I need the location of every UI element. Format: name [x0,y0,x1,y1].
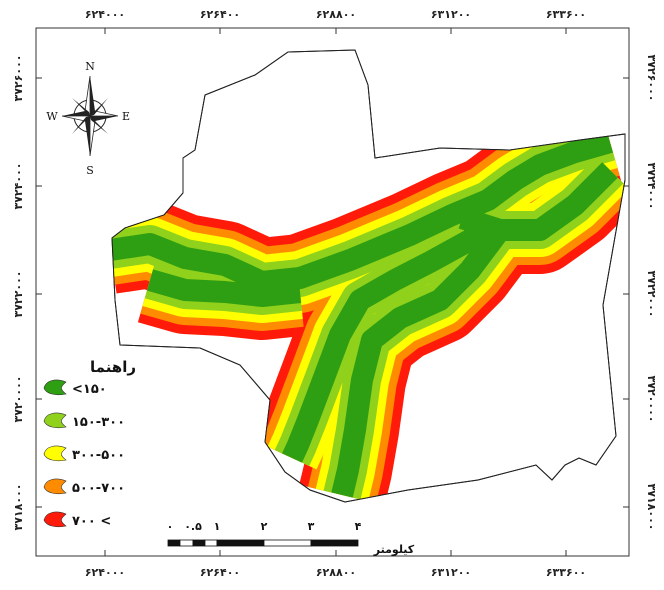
y-tick-right-4: ۳۷۲۰۰۰۰ [645,376,658,423]
y-tick-left-5: ۳۷۱۸۰۰۰ [12,484,25,531]
x-tick-bottom-5: ۶۳۳۶۰۰ [546,566,586,579]
legend-items: <۱۵۰ ۱۵۰-۳۰۰ ۳۰۰-۵۰۰ ۵۰۰-۷۰۰ ۷۰۰ < [43,379,125,529]
y-tick-right-2: ۳۷۲۴۰۰۰ [645,163,658,210]
buffer-band-5-road-5 [458,162,618,241]
x-tick-top-5: ۶۳۳۶۰۰ [546,8,586,21]
legend-swatch-3 [43,445,67,462]
buffer-band-5-road-2 [282,216,496,463]
scale-label-0-5: ۰.۵ [184,520,202,533]
scale-bar-segments [167,539,359,547]
y-axis-left-labels: ۳۷۲۶۰۰۰ ۳۷۲۴۰۰۰ ۳۷۲۲۰۰۰ ۳۷۲۰۰۰۰ ۳۷۱۸۰۰۰ [12,55,25,531]
y-tick-left-2: ۳۷۲۴۰۰۰ [12,163,25,210]
x-axis-top-labels: ۶۲۴۰۰۰ ۶۲۶۴۰۰ ۶۲۸۸۰۰ ۶۳۱۲۰۰ ۶۳۳۶۰۰ [85,8,586,21]
road-buffer-zones [112,99,625,502]
legend-title: راهنما [90,358,136,376]
scale-unit: کیلومتر [373,543,415,556]
y-axis-right-labels: ۳۷۲۶۰۰۰ ۳۷۲۴۰۰۰ ۳۷۲۲۰۰۰ ۳۷۲۰۰۰۰ ۳۷۱۸۰۰۰ [645,55,658,531]
legend-swatch-4 [43,478,67,495]
scale-label-1: ۱ [214,520,221,533]
buffer-band-5-road-4 [146,269,302,307]
x-tick-top-3: ۶۲۸۸۰۰ [316,8,356,21]
scale-label-3: ۳ [308,520,315,533]
y-tick-right-5: ۳۷۱۸۰۰۰ [645,484,658,531]
x-axis-bottom-labels: ۶۲۴۰۰۰ ۶۲۶۴۰۰ ۶۲۸۸۰۰ ۶۳۱۲۰۰ ۶۳۳۶۰۰ [85,566,586,579]
legend: راهنما <۱۵۰ ۱۵۰-۳۰۰ ۳۰۰-۵۰۰ ۵۰۰-۷۰۰ ۷۰۰ < [43,358,136,529]
legend-label-5: ۷۰۰ < [72,514,111,529]
buffer-band-5-road-1 [112,131,614,293]
x-tick-bottom-2: ۶۲۶۴۰۰ [200,566,240,579]
x-tick-bottom-3: ۶۲۸۸۰۰ [316,566,356,579]
legend-label-2: ۱۵۰-۳۰۰ [72,415,125,430]
scale-label-2: ۲ [261,520,268,533]
x-tick-top-4: ۶۳۱۲۰۰ [431,8,471,21]
y-tick-left-3: ۳۷۲۲۰۰۰ [12,271,25,318]
legend-label-3: ۳۰۰-۵۰۰ [72,448,125,463]
scale-label-4: ۴ [355,520,362,533]
x-tick-top-2: ۶۲۶۴۰۰ [200,8,240,21]
scale-label-0: ۰ [167,520,174,533]
legend-swatch-1 [43,379,67,396]
scale-bar: ۰ ۰.۵ ۱ ۲ ۳ ۴ کیلومتر [167,520,415,556]
legend-swatch-5 [43,511,67,528]
compass-south-label: S [86,164,94,177]
y-tick-right-1: ۳۷۲۶۰۰۰ [645,55,658,102]
compass-rose-icon: N S E W [46,60,130,177]
compass-north-label: N [85,60,95,73]
compass-east-label: E [122,110,130,123]
legend-swatch-2 [43,412,67,429]
frame-ticks [36,28,629,556]
y-tick-left-4: ۳۷۲۰۰۰۰ [12,376,25,423]
y-tick-left-1: ۳۷۲۶۰۰۰ [12,55,25,102]
y-tick-right-3: ۳۷۲۲۰۰۰ [645,271,658,318]
compass-west-label: W [46,110,58,123]
buffer-band-5-road-3 [331,223,509,498]
study-area-outline [111,49,626,503]
x-tick-top-1: ۶۲۴۰۰۰ [85,8,125,21]
x-tick-bottom-4: ۶۳۱۲۰۰ [431,566,471,579]
legend-label-1: <۱۵۰ [72,382,107,397]
x-tick-bottom-1: ۶۲۴۰۰۰ [85,566,125,579]
legend-label-4: ۵۰۰-۷۰۰ [72,481,125,496]
